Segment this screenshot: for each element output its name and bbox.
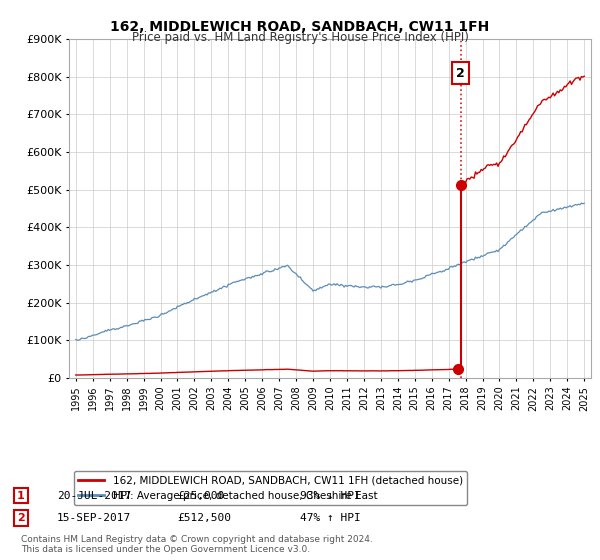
Text: 2: 2	[456, 67, 465, 80]
Text: 93% ↓ HPI: 93% ↓ HPI	[300, 491, 361, 501]
Text: 47% ↑ HPI: 47% ↑ HPI	[300, 513, 361, 523]
Text: 2: 2	[17, 513, 25, 523]
Text: £512,500: £512,500	[177, 513, 231, 523]
Text: £25,000: £25,000	[177, 491, 224, 501]
Text: Price paid vs. HM Land Registry's House Price Index (HPI): Price paid vs. HM Land Registry's House …	[131, 31, 469, 44]
Text: 20-JUL-2017: 20-JUL-2017	[57, 491, 131, 501]
Text: 15-SEP-2017: 15-SEP-2017	[57, 513, 131, 523]
Text: 1: 1	[17, 491, 25, 501]
Text: Contains HM Land Registry data © Crown copyright and database right 2024.
This d: Contains HM Land Registry data © Crown c…	[21, 535, 373, 554]
Text: 162, MIDDLEWICH ROAD, SANDBACH, CW11 1FH: 162, MIDDLEWICH ROAD, SANDBACH, CW11 1FH	[110, 20, 490, 34]
Legend: 162, MIDDLEWICH ROAD, SANDBACH, CW11 1FH (detached house), HPI: Average price, d: 162, MIDDLEWICH ROAD, SANDBACH, CW11 1FH…	[74, 472, 467, 505]
